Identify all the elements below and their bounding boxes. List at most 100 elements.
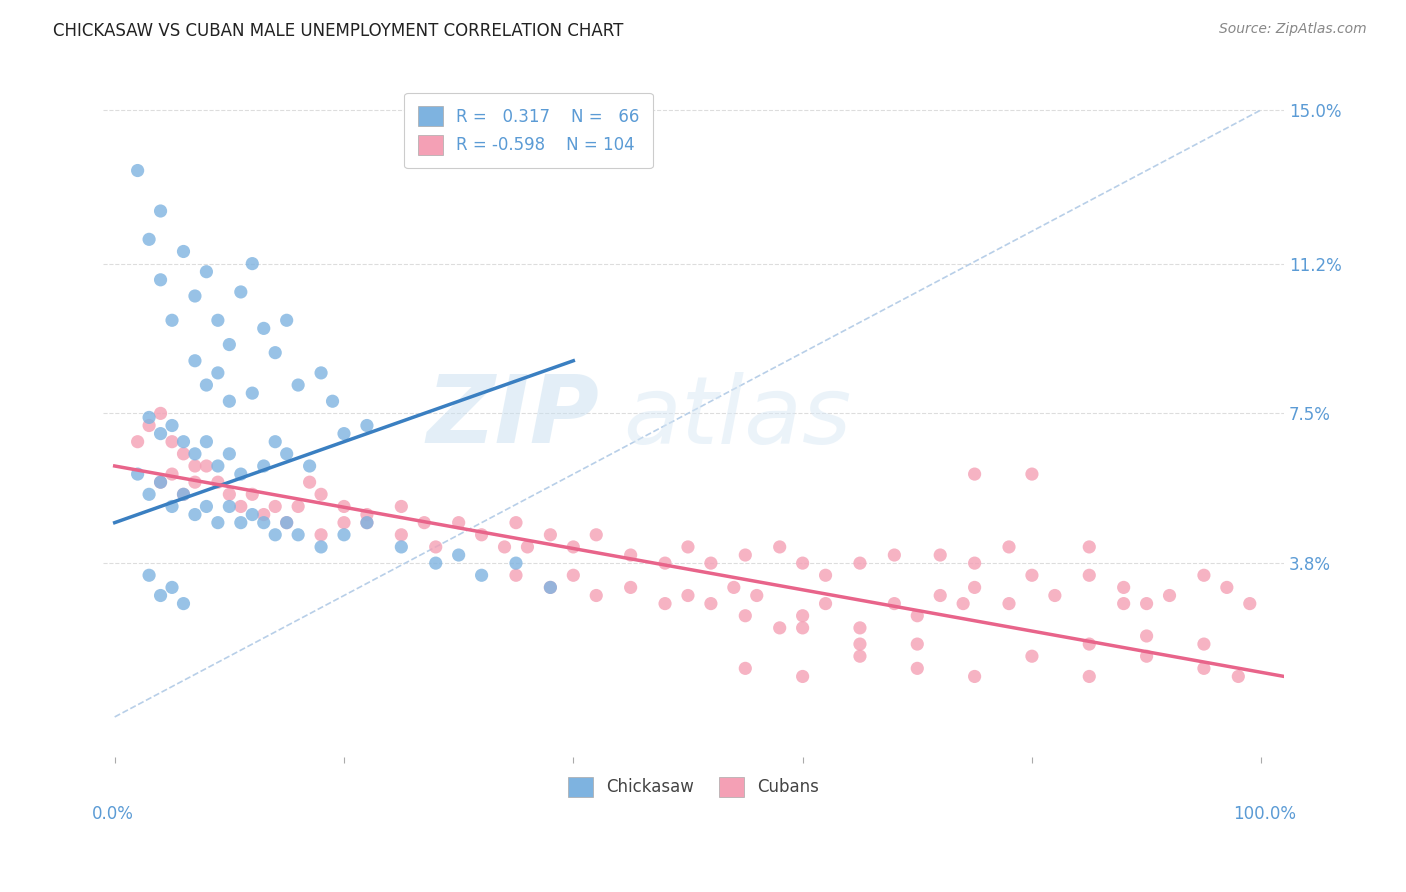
Point bbox=[184, 508, 207, 522]
Point bbox=[127, 434, 149, 449]
Point bbox=[447, 516, 470, 530]
Point bbox=[814, 568, 837, 582]
Point bbox=[173, 597, 195, 611]
Point bbox=[1135, 597, 1157, 611]
Point bbox=[585, 589, 607, 603]
Point bbox=[849, 621, 872, 635]
Point bbox=[333, 426, 356, 441]
Point bbox=[849, 556, 872, 570]
Point bbox=[654, 597, 676, 611]
Point bbox=[538, 528, 561, 542]
Point bbox=[516, 540, 538, 554]
Text: atlas: atlas bbox=[623, 372, 851, 463]
Point bbox=[1192, 637, 1215, 651]
Point bbox=[138, 568, 160, 582]
Point bbox=[356, 516, 378, 530]
Point bbox=[389, 528, 412, 542]
Point bbox=[173, 434, 195, 449]
Point bbox=[207, 313, 229, 327]
Point bbox=[734, 548, 756, 562]
Point bbox=[792, 608, 814, 623]
Point bbox=[963, 467, 986, 481]
Point bbox=[240, 487, 263, 501]
Point bbox=[149, 273, 172, 287]
Point bbox=[425, 556, 447, 570]
Point bbox=[229, 500, 252, 514]
Point bbox=[253, 508, 276, 522]
Point bbox=[620, 548, 643, 562]
Point bbox=[505, 568, 527, 582]
Point bbox=[229, 285, 252, 299]
Point bbox=[333, 528, 356, 542]
Point bbox=[849, 649, 872, 664]
Point bbox=[218, 447, 240, 461]
Point bbox=[585, 528, 607, 542]
Point bbox=[505, 556, 527, 570]
Point bbox=[723, 581, 745, 595]
Point bbox=[1078, 669, 1101, 683]
Point bbox=[218, 500, 240, 514]
Point bbox=[883, 548, 905, 562]
Point bbox=[792, 669, 814, 683]
Point bbox=[240, 508, 263, 522]
Point bbox=[538, 581, 561, 595]
Text: 100.0%: 100.0% bbox=[1233, 805, 1296, 823]
Point bbox=[929, 589, 952, 603]
Point bbox=[207, 475, 229, 490]
Point bbox=[276, 516, 298, 530]
Point bbox=[218, 487, 240, 501]
Point bbox=[218, 394, 240, 409]
Point bbox=[127, 467, 149, 481]
Point bbox=[138, 487, 160, 501]
Point bbox=[538, 581, 561, 595]
Point bbox=[309, 487, 332, 501]
Point bbox=[792, 621, 814, 635]
Point bbox=[676, 540, 699, 554]
Point bbox=[356, 508, 378, 522]
Point bbox=[1216, 581, 1239, 595]
Point bbox=[298, 458, 321, 473]
Point bbox=[1135, 629, 1157, 643]
Point bbox=[264, 434, 287, 449]
Point bbox=[173, 447, 195, 461]
Point bbox=[1192, 661, 1215, 675]
Point bbox=[1078, 540, 1101, 554]
Point bbox=[389, 540, 412, 554]
Point bbox=[1112, 581, 1135, 595]
Point bbox=[700, 597, 723, 611]
Point bbox=[425, 540, 447, 554]
Point bbox=[207, 516, 229, 530]
Point bbox=[287, 378, 309, 392]
Point bbox=[160, 500, 183, 514]
Point bbox=[184, 289, 207, 303]
Point bbox=[276, 313, 298, 327]
Point bbox=[745, 589, 768, 603]
Point bbox=[883, 597, 905, 611]
Point bbox=[734, 661, 756, 675]
Text: ZIP: ZIP bbox=[426, 371, 599, 464]
Point bbox=[138, 232, 160, 246]
Point bbox=[963, 669, 986, 683]
Point bbox=[149, 589, 172, 603]
Point bbox=[253, 516, 276, 530]
Point bbox=[700, 556, 723, 570]
Point bbox=[184, 475, 207, 490]
Point bbox=[356, 418, 378, 433]
Point bbox=[184, 353, 207, 368]
Point bbox=[276, 516, 298, 530]
Point bbox=[929, 548, 952, 562]
Point bbox=[264, 528, 287, 542]
Point bbox=[184, 447, 207, 461]
Point bbox=[1227, 669, 1250, 683]
Point bbox=[149, 426, 172, 441]
Point bbox=[160, 313, 183, 327]
Point bbox=[195, 434, 218, 449]
Point bbox=[160, 581, 183, 595]
Point bbox=[240, 386, 263, 401]
Point bbox=[389, 500, 412, 514]
Point bbox=[127, 163, 149, 178]
Point bbox=[734, 608, 756, 623]
Point bbox=[814, 597, 837, 611]
Point bbox=[769, 540, 792, 554]
Point bbox=[1021, 467, 1043, 481]
